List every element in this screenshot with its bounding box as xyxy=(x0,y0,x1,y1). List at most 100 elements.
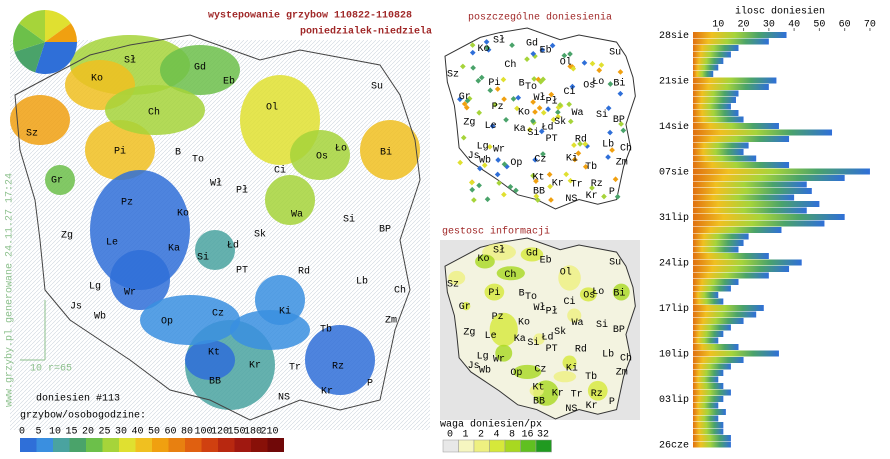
report-marker xyxy=(492,101,498,108)
intensity-area xyxy=(160,45,240,95)
city-label: Łd xyxy=(541,121,553,133)
city-label: Le xyxy=(485,331,497,342)
y-tick-label: 03lip xyxy=(659,394,689,406)
bar xyxy=(693,194,795,201)
report-marker xyxy=(612,176,619,183)
legend-label: 40 xyxy=(131,427,143,438)
city-label: Pi xyxy=(488,77,500,89)
bar xyxy=(693,253,769,259)
bar xyxy=(693,123,779,129)
legend-label: 30 xyxy=(115,427,127,438)
panel-title: gestosc informacji xyxy=(442,226,550,238)
density-area xyxy=(567,308,582,323)
city-label: Gd xyxy=(194,62,206,74)
city-label: Eb xyxy=(540,254,552,266)
legend-label: 10 xyxy=(49,427,61,438)
intensity-area xyxy=(185,340,235,380)
city-label: Sz xyxy=(447,280,459,291)
report-marker xyxy=(582,163,589,170)
bar xyxy=(693,77,777,84)
report-marker xyxy=(548,91,555,98)
report-marker xyxy=(547,183,553,190)
city-label: Ko xyxy=(478,254,490,265)
city-label: Gd xyxy=(526,38,538,50)
city-label: Zg xyxy=(463,328,475,339)
bar xyxy=(693,324,731,331)
bar xyxy=(693,155,757,162)
report-marker xyxy=(526,126,533,133)
report-marker xyxy=(540,151,546,157)
density-area xyxy=(520,247,544,262)
intensity-area xyxy=(265,175,315,225)
bar xyxy=(693,103,731,110)
city-label: Sł xyxy=(124,55,136,67)
bar xyxy=(693,337,719,344)
y-tick-label: 24lip xyxy=(659,257,689,269)
city-label: Ci xyxy=(564,86,576,98)
report-marker xyxy=(569,83,576,90)
city-label: Si xyxy=(596,319,608,331)
city-label: Ol xyxy=(560,56,572,68)
intensity-area xyxy=(230,310,310,350)
density-area xyxy=(553,371,577,383)
city-label: Bi xyxy=(613,78,625,90)
country-outline xyxy=(444,237,636,420)
report-marker xyxy=(536,105,543,111)
city-label: Ki xyxy=(566,152,578,164)
city-label: Si xyxy=(197,252,209,264)
city-label: Rz xyxy=(591,389,603,400)
city-label: Op xyxy=(510,368,522,379)
report-marker xyxy=(468,179,475,186)
report-marker xyxy=(596,67,603,74)
intensity-area xyxy=(85,120,155,180)
city-label: Ch xyxy=(620,142,632,154)
city-label: Cz xyxy=(212,309,224,320)
city-label: Os xyxy=(583,291,595,302)
city-label: To xyxy=(192,155,204,166)
city-label: Sł xyxy=(493,34,505,46)
report-marker xyxy=(494,171,501,178)
city-label: Wb xyxy=(479,365,491,377)
city-label: Si xyxy=(527,337,539,349)
legend-swatch xyxy=(168,438,185,452)
country-outline xyxy=(14,34,421,421)
bar xyxy=(693,298,724,305)
city-label: Kt xyxy=(533,173,545,184)
report-marker xyxy=(457,159,464,166)
report-marker xyxy=(538,128,545,135)
city-label: Kr xyxy=(552,179,564,190)
city-label: Eb xyxy=(540,44,552,56)
report-marker xyxy=(471,197,477,203)
bar xyxy=(693,240,744,246)
city-label: Wr xyxy=(124,288,136,299)
report-marker xyxy=(557,102,563,108)
city-label: Pz xyxy=(492,102,504,113)
report-marker xyxy=(513,187,519,194)
city-label: Lb xyxy=(602,138,614,150)
report-marker xyxy=(531,76,537,82)
legend-label: 20 xyxy=(82,427,94,438)
panel-title: poszczególne doniesienia xyxy=(468,12,612,24)
city-label: B xyxy=(519,289,525,300)
report-marker xyxy=(549,42,556,49)
city-label: Si xyxy=(527,127,539,139)
bar xyxy=(693,90,739,97)
report-marker xyxy=(460,63,466,70)
legend-swatch xyxy=(520,439,537,453)
pie-slice xyxy=(45,10,71,42)
title: wystepowanie grzybow 110822-110828 xyxy=(208,10,412,22)
city-label: Gd xyxy=(526,248,538,260)
city-label: Ci xyxy=(274,165,286,177)
intensity-area xyxy=(110,250,170,310)
x-tick-label: 60 xyxy=(839,20,851,31)
legend-swatch xyxy=(185,438,202,452)
report-marker xyxy=(530,50,537,57)
density-area xyxy=(533,333,545,345)
city-label: Tr xyxy=(571,390,583,401)
intensity-area xyxy=(360,120,420,180)
legend-label: 1 xyxy=(462,430,468,441)
city-label: Op xyxy=(161,317,173,328)
bar xyxy=(693,45,739,51)
bar xyxy=(693,266,790,272)
